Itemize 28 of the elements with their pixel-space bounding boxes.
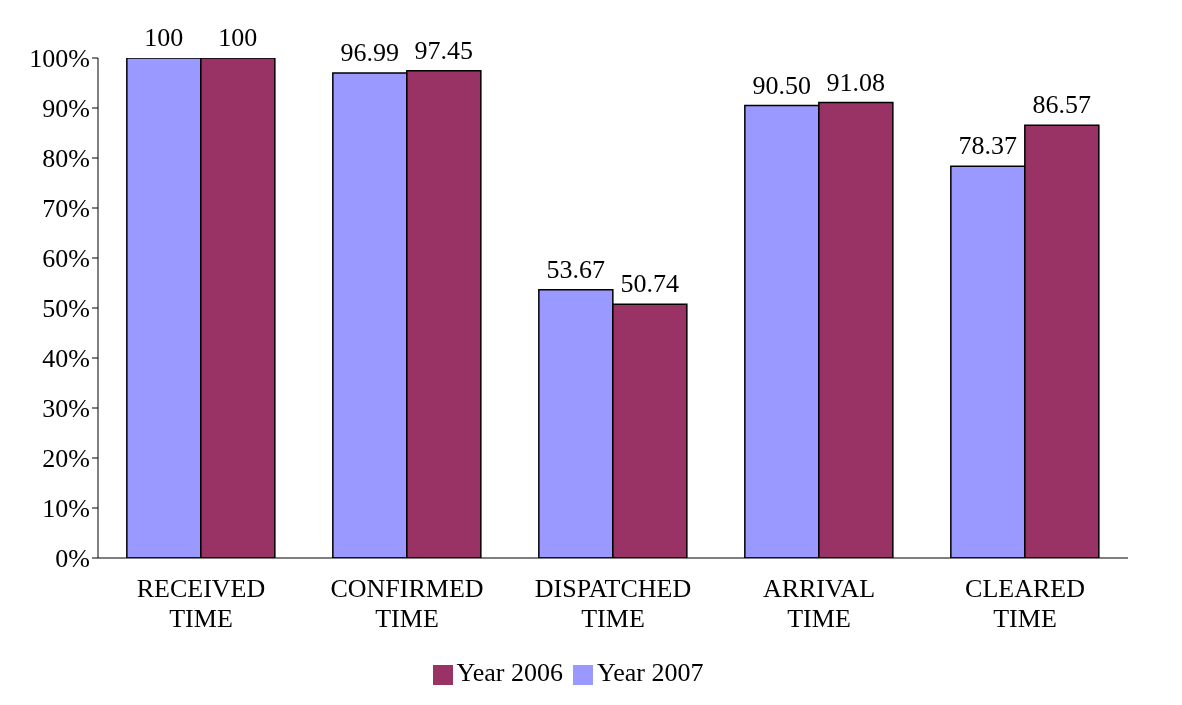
y-tick-label: 80% <box>42 144 90 174</box>
y-tick-label: 100% <box>29 44 90 74</box>
y-tick-label: 30% <box>42 394 90 424</box>
data-label: 100 <box>144 23 184 52</box>
y-tick-label: 70% <box>42 194 90 224</box>
x-tick-label: DISPATCHED TIME <box>534 574 692 634</box>
y-tick-label: 50% <box>42 294 90 324</box>
data-label: 53.67 <box>546 254 606 284</box>
data-label: 90.50 <box>752 70 812 100</box>
legend-label: Year 2007 <box>597 658 704 687</box>
y-tick-label: 20% <box>42 444 90 474</box>
data-label: 96.99 <box>340 38 400 68</box>
y-tick-label: 60% <box>42 244 90 274</box>
data-label: 97.45 <box>414 35 474 65</box>
legend-label: Year 2006 <box>456 658 563 687</box>
data-label: 50.74 <box>620 269 680 299</box>
y-tick-label: 0% <box>55 544 90 574</box>
y-tick-label: 10% <box>42 494 90 524</box>
x-tick-label: ARRIVAL TIME <box>762 574 876 634</box>
x-tick-label: CONFIRMED TIME <box>330 574 484 634</box>
x-tick-label: CLEARED TIME <box>965 574 1085 634</box>
y-tick-label: 40% <box>42 344 90 374</box>
data-label: 86.57 <box>1032 90 1092 120</box>
data-label: 100 <box>218 23 258 52</box>
data-label: 78.37 <box>958 131 1018 161</box>
y-tick-label: 90% <box>42 94 90 124</box>
x-tick-label: RECEIVED TIME <box>136 574 266 634</box>
data-label: 91.08 <box>826 67 886 97</box>
